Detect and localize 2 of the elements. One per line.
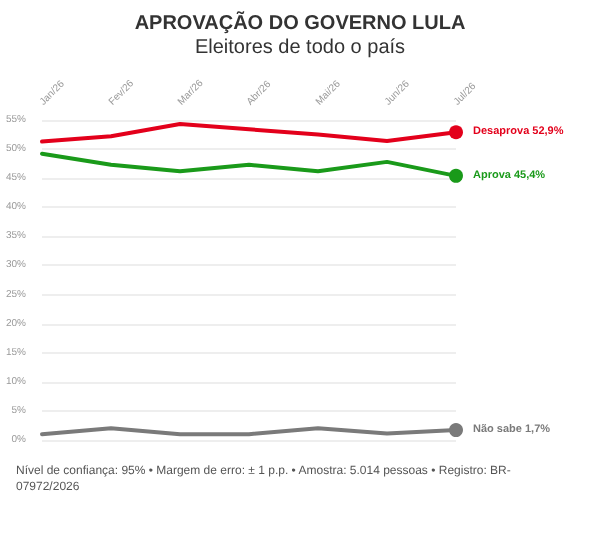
chart-subtitle: Eleitores de todo o país [194,37,406,59]
chart-title: APROVAÇÃO DO GOVERNO LULA [134,11,466,35]
